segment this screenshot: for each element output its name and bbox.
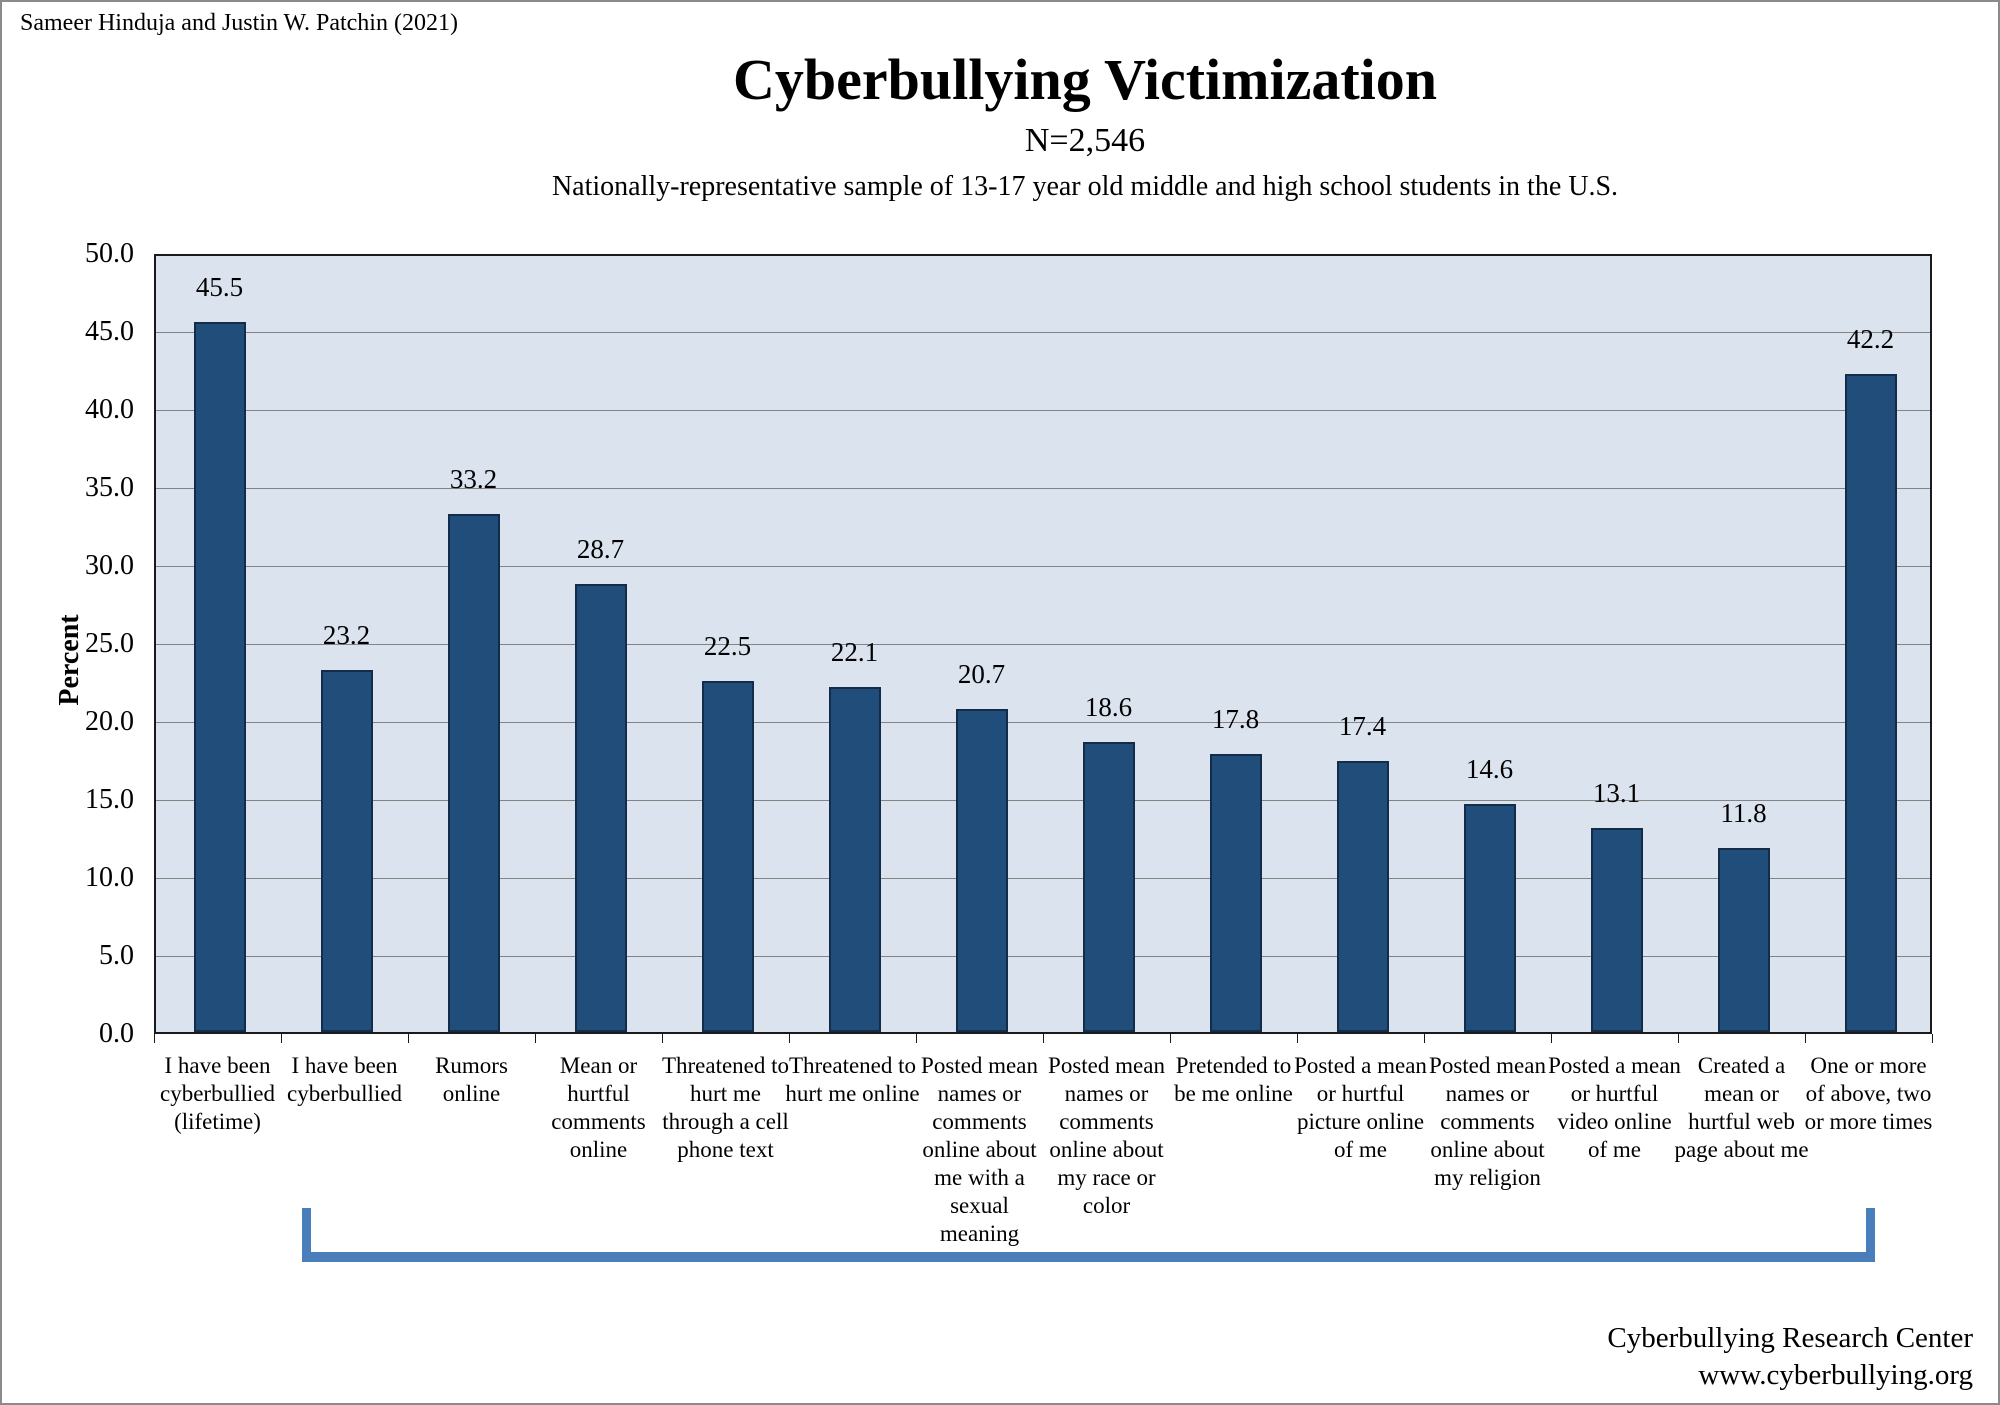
sample-size: N=2,546 — [1024, 122, 1146, 159]
x-axis-tick — [1043, 1034, 1044, 1043]
bar — [1209, 754, 1262, 1032]
x-axis-tick — [1551, 1034, 1552, 1043]
x-axis-tick — [662, 1034, 663, 1043]
x-tick-label: I have been cyberbullied (lifetime) — [160, 1053, 275, 1134]
gridline — [156, 410, 1930, 411]
x-tick-label: Rumors online — [435, 1053, 508, 1106]
bar-value-label: 33.2 — [449, 464, 498, 495]
gridline — [156, 644, 1930, 645]
bar — [1082, 741, 1135, 1032]
bar-value-label: 17.8 — [1211, 704, 1260, 735]
bar-value-label: 11.8 — [1720, 797, 1767, 828]
bar-value-label: 23.2 — [322, 620, 371, 651]
x-axis-tick — [916, 1034, 917, 1043]
y-tick-label: 25.0 — [85, 628, 134, 659]
footer: Cyberbullying Research Center www.cyberb… — [1607, 1320, 1973, 1394]
bar — [1590, 827, 1643, 1032]
x-tick-label: Posted a mean or hurtful picture online … — [1294, 1053, 1427, 1162]
y-tick-label: 10.0 — [85, 862, 134, 893]
x-tick-label: Threatened to hurt me through a cell pho… — [661, 1053, 790, 1162]
x-axis-tick — [1932, 1034, 1933, 1043]
x-tick-label: Mean or hurtful comments online — [551, 1053, 646, 1162]
bar — [701, 681, 754, 1032]
x-axis-tick — [408, 1034, 409, 1043]
bar — [1336, 760, 1389, 1032]
x-tick-label: Posted mean names or comments online abo… — [1429, 1053, 1546, 1190]
bar-value-label: 13.1 — [1592, 777, 1641, 808]
x-tick-label: Pretended to be me online — [1174, 1053, 1293, 1106]
y-tick-label: 35.0 — [85, 472, 134, 503]
bar-value-label: 42.2 — [1846, 323, 1895, 354]
x-tick-label: I have been cyberbullied — [287, 1053, 402, 1106]
bar-value-label: 28.7 — [576, 534, 625, 565]
x-tick-label: Created a mean or hurtful web page about… — [1674, 1053, 1809, 1162]
x-axis-tick — [154, 1034, 155, 1043]
bar — [320, 670, 373, 1032]
gridline — [156, 332, 1930, 333]
y-tick-label: 45.0 — [85, 316, 134, 347]
y-tick-label: 15.0 — [85, 784, 134, 815]
bar-value-label: 20.7 — [957, 659, 1006, 690]
bar-value-label: 17.4 — [1338, 710, 1387, 741]
bar — [1844, 373, 1897, 1032]
chart-header: Cyberbullying Victimization N=2,546 Nati… — [172, 48, 1998, 204]
sample-description: Nationally-representative sample of 13-1… — [551, 171, 1619, 202]
plot-area: 45.5 23.2 33.2 28.7 22.5 22.1 20.7 18.6 17.8 17.4… — [154, 254, 1932, 1034]
gridline — [156, 878, 1930, 879]
gridline — [156, 488, 1930, 489]
y-tick-label: 0.0 — [99, 1018, 134, 1049]
bar-value-label: 45.5 — [195, 272, 244, 303]
y-tick-label: 30.0 — [85, 550, 134, 581]
bar — [447, 514, 500, 1032]
bar — [955, 709, 1008, 1032]
bar — [193, 322, 246, 1032]
authors-credit: Sameer Hinduja and Justin W. Patchin (20… — [20, 10, 458, 36]
x-axis-tick — [1678, 1034, 1679, 1043]
gridline — [156, 800, 1930, 801]
x-tick-label: Threatened to hurt me online — [785, 1053, 920, 1106]
x-tick-label: Posted a mean or hurtful video online of… — [1548, 1053, 1681, 1162]
bar-value-label: 22.1 — [830, 637, 879, 668]
bar-value-label: 14.6 — [1465, 754, 1514, 785]
x-axis-tick — [281, 1034, 282, 1043]
bar — [574, 584, 627, 1032]
x-tick-label: Posted mean names or comments online abo… — [1048, 1053, 1165, 1218]
gridline — [156, 956, 1930, 957]
x-tick-label: Posted mean names or comments online abo… — [921, 1053, 1038, 1246]
gridline — [156, 566, 1930, 567]
bar — [828, 687, 881, 1032]
y-tick-label: 5.0 — [99, 940, 134, 971]
x-axis-tick — [535, 1034, 536, 1043]
bar-value-label: 18.6 — [1084, 691, 1133, 722]
x-axis-tick — [1170, 1034, 1171, 1043]
x-axis-tick — [1424, 1034, 1425, 1043]
y-tick-label: 50.0 — [85, 238, 134, 269]
x-axis-tick — [1805, 1034, 1806, 1043]
bar-value-label: 22.5 — [703, 631, 752, 661]
y-tick-label: 20.0 — [85, 706, 134, 737]
y-tick-label: 40.0 — [85, 394, 134, 425]
x-axis-tick — [789, 1034, 790, 1043]
bar — [1463, 804, 1516, 1032]
footer-org: Cyberbullying Research Center — [1607, 1322, 1973, 1354]
gridline — [156, 722, 1930, 723]
footer-url: www.cyberbullying.org — [1698, 1359, 1973, 1391]
chart-title: Cyberbullying Victimization — [732, 47, 1438, 112]
x-tick-label: One or more of above, two or more times — [1804, 1053, 1933, 1134]
x-axis-tick — [1297, 1034, 1298, 1043]
bar — [1717, 847, 1770, 1032]
category-bracket — [302, 1208, 1875, 1262]
